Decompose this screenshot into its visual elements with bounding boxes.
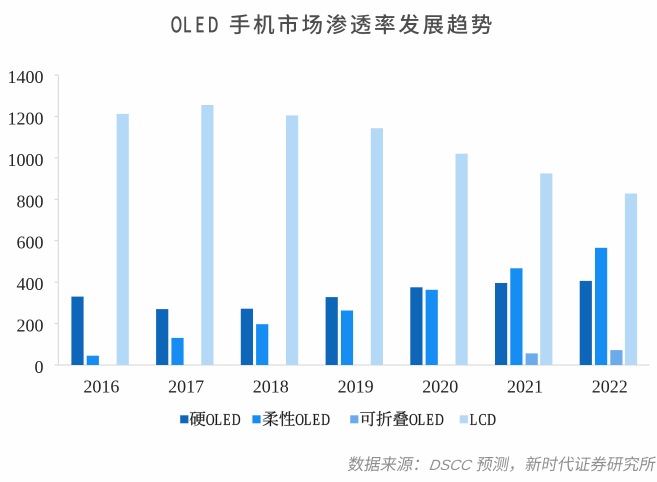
- svg-text:1200: 1200: [8, 108, 44, 128]
- svg-text:2017: 2017: [168, 377, 204, 397]
- svg-text:400: 400: [17, 274, 44, 294]
- svg-text:2020: 2020: [422, 377, 458, 397]
- svg-text:800: 800: [17, 191, 44, 211]
- svg-text:2018: 2018: [253, 377, 289, 397]
- svg-text:600: 600: [17, 233, 44, 253]
- svg-text:200: 200: [17, 316, 44, 336]
- svg-text:2019: 2019: [338, 377, 374, 397]
- svg-text:0: 0: [35, 357, 44, 377]
- svg-text:2016: 2016: [83, 377, 119, 397]
- svg-text:1400: 1400: [8, 67, 44, 87]
- svg-text:2022: 2022: [592, 377, 628, 397]
- svg-text:1000: 1000: [8, 150, 44, 170]
- svg-text:2021: 2021: [507, 377, 543, 397]
